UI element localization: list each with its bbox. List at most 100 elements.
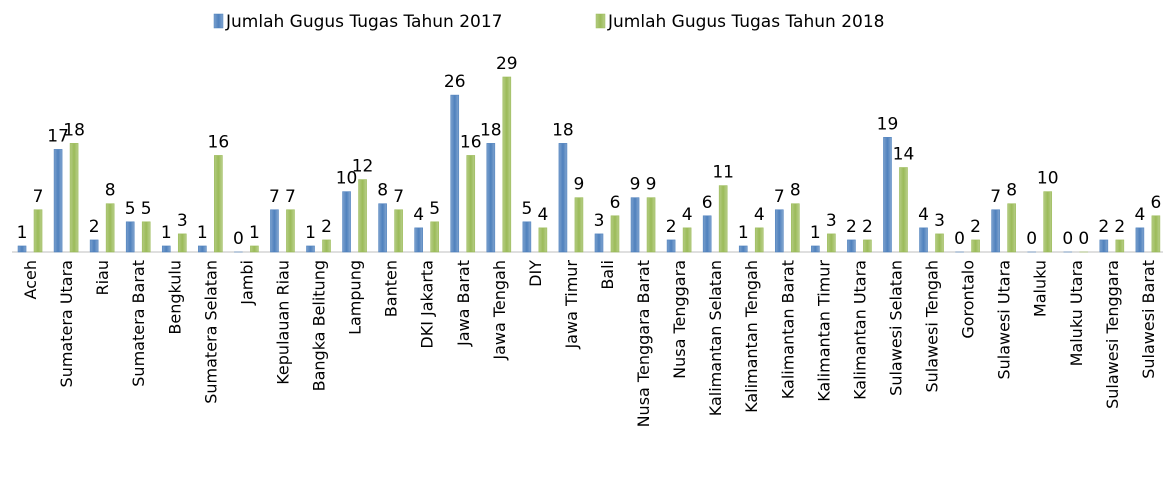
x-tick-label: Bengkulu <box>165 260 184 335</box>
bar <box>378 203 387 253</box>
data-label: 8 <box>105 181 116 201</box>
data-label: 14 <box>893 145 915 165</box>
bar <box>250 245 259 253</box>
x-tick-label: DKI Jakarta <box>418 260 437 349</box>
data-label: 7 <box>33 187 44 207</box>
data-label: 4 <box>918 205 929 225</box>
bar <box>738 245 748 253</box>
bar <box>1043 191 1053 253</box>
bar <box>1115 239 1125 253</box>
data-label: 16 <box>460 132 482 152</box>
bar <box>161 245 171 253</box>
data-label: 18 <box>552 120 574 140</box>
bar <box>847 239 856 253</box>
x-tick-label: Kalimantan Timur <box>814 260 833 402</box>
bar <box>33 209 43 253</box>
data-label: 5 <box>141 199 152 219</box>
data-label: 7 <box>393 187 404 207</box>
data-label: 7 <box>990 187 1001 207</box>
data-label: 2 <box>970 217 981 237</box>
bar <box>574 197 584 253</box>
bar <box>790 203 800 253</box>
bar <box>666 239 676 253</box>
x-tick-label: Nusa Tenggara <box>670 260 689 379</box>
x-tick-label: Kalimantan Barat <box>778 260 797 399</box>
data-label: 6 <box>702 193 713 213</box>
legend-label: Jumlah Gugus Tugas Tahun 2017 <box>225 12 502 32</box>
bar <box>466 155 476 253</box>
data-label: 1 <box>17 223 28 243</box>
bar <box>883 137 892 253</box>
data-label: 4 <box>537 205 548 225</box>
data-label: 11 <box>712 163 734 183</box>
data-label: 0 <box>1062 229 1073 249</box>
x-tick-label: Jawa Timur <box>562 260 581 350</box>
x-tick-label: Kepulauan Riau <box>273 260 292 385</box>
bar <box>414 227 423 253</box>
bar <box>214 155 223 253</box>
bar <box>594 233 604 253</box>
bar <box>177 233 187 253</box>
x-tick-label: Riau <box>93 260 112 296</box>
x-tick-label: Kalimantan Selatan <box>706 260 725 416</box>
data-label: 2 <box>846 217 857 237</box>
x-tick-label: Nusa Tenggara Barat <box>634 260 653 427</box>
bar <box>125 221 135 253</box>
bar <box>1151 215 1161 253</box>
x-tick-label: Kalimantan Tengah <box>742 260 761 413</box>
bar <box>935 233 944 253</box>
bar <box>1099 239 1109 253</box>
x-tick-label: Sulawesi Barat <box>1139 260 1158 379</box>
x-tick-label: Kalimantan Utara <box>850 260 869 400</box>
data-label: 3 <box>177 211 188 231</box>
data-label: 0 <box>233 229 244 249</box>
bar <box>89 239 99 253</box>
data-label: 6 <box>610 193 621 213</box>
data-label: 7 <box>285 187 296 207</box>
data-label: 2 <box>89 217 100 237</box>
bar <box>610 215 620 253</box>
data-label: 3 <box>594 211 605 231</box>
data-label: 1 <box>810 223 821 243</box>
data-label: 8 <box>1006 181 1017 201</box>
bar <box>430 221 439 253</box>
bar <box>358 179 367 253</box>
bar <box>198 245 207 253</box>
x-tick-label: Sumatera Selatan <box>201 260 220 404</box>
x-tick-label: Sumatera Utara <box>57 260 76 387</box>
data-label: 16 <box>208 132 230 152</box>
bar <box>306 245 315 253</box>
bar <box>394 209 403 253</box>
bar <box>53 149 63 253</box>
bar <box>69 143 79 253</box>
bar <box>105 203 115 253</box>
data-label: 5 <box>125 199 136 219</box>
bar <box>286 209 295 253</box>
x-tick-label: DIY <box>526 260 545 287</box>
bar <box>322 239 331 253</box>
x-tick-label: Bangka Belitung <box>310 260 329 391</box>
data-label: 18 <box>480 120 502 140</box>
data-label: 3 <box>826 211 837 231</box>
data-label: 4 <box>754 205 765 225</box>
bar <box>502 76 512 253</box>
data-label: 1 <box>305 223 316 243</box>
x-tick-label: Aceh <box>21 260 40 299</box>
x-tick-label: Sulawesi Tengah <box>923 260 942 392</box>
bar <box>558 143 568 253</box>
data-label: 0 <box>954 229 965 249</box>
bar <box>682 227 692 253</box>
legend-swatch <box>213 13 224 29</box>
x-tick-label: Banten <box>382 260 401 317</box>
x-tick-label: Maluku Utara <box>1067 260 1086 366</box>
legend-swatch <box>595 13 606 29</box>
data-label: 9 <box>574 175 585 195</box>
bar <box>1007 203 1016 253</box>
data-label: 1 <box>161 223 172 243</box>
x-tick-label: Jawa Barat <box>454 260 473 347</box>
bar <box>522 221 532 253</box>
x-tick-label: Sulawesi Utara <box>995 260 1014 380</box>
bar <box>450 94 460 253</box>
data-label: 26 <box>444 72 466 92</box>
bar <box>538 227 548 253</box>
